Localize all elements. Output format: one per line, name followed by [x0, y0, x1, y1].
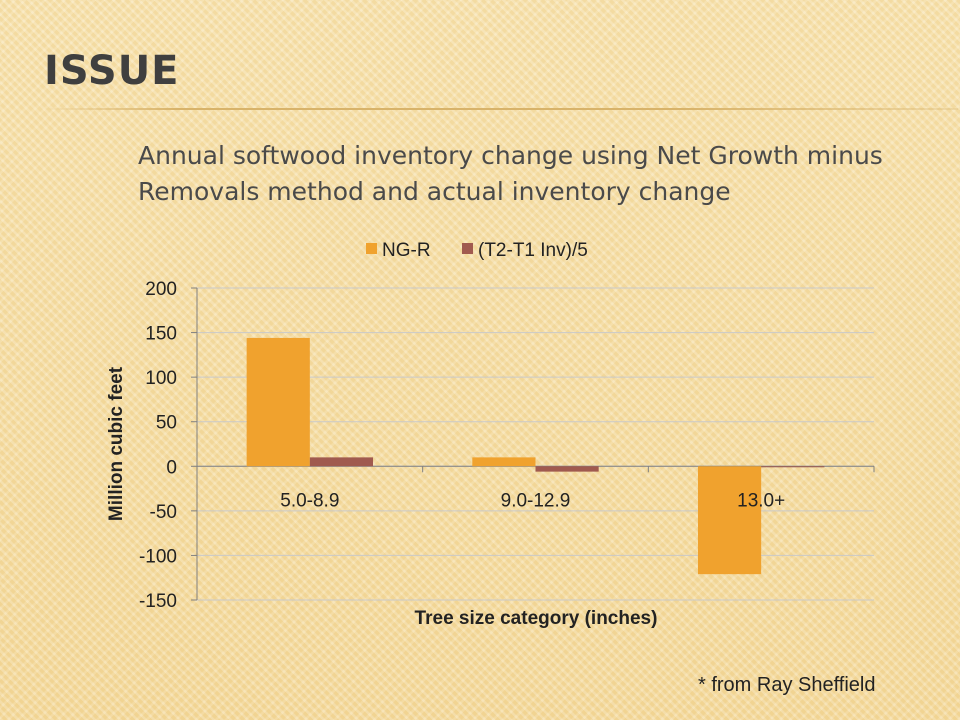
y-tick-label: 50 — [156, 413, 177, 434]
y-tick-label: 150 — [145, 324, 177, 345]
y-tick-label: 200 — [145, 279, 177, 300]
y-tick-label: -150 — [139, 591, 177, 612]
y-tick-label: -50 — [150, 502, 177, 523]
bar-ngr-0 — [246, 337, 310, 467]
y-tick-label: -100 — [139, 546, 177, 567]
legend: NG-R (T2-T1 Inv)/5 — [366, 240, 588, 261]
x-axis-title: Tree size category (inches) — [415, 608, 658, 629]
title-divider — [40, 108, 958, 110]
bar-inv-0 — [309, 457, 374, 467]
bar-inv-2 — [761, 466, 825, 468]
x-tick-label: 9.0-12.9 — [501, 490, 571, 511]
y-tick-label: 100 — [145, 368, 177, 389]
source-footnote: * from Ray Sheffield — [698, 674, 876, 696]
slide-subtitle: Annual softwood inventory change using N… — [138, 141, 883, 206]
y-tick-label: 0 — [166, 457, 177, 478]
legend-label-1: (T2-T1 Inv)/5 — [478, 240, 588, 261]
y-axis-title: Million cubic feet — [106, 366, 127, 521]
slide-title: ISSUE — [44, 48, 180, 94]
legend-label-0: NG-R — [382, 240, 431, 261]
x-tick-label: 5.0-8.9 — [280, 490, 339, 511]
legend-swatch-1 — [462, 243, 473, 254]
x-tick-label: 13.0+ — [737, 490, 785, 511]
bar-inv-1 — [535, 466, 599, 472]
tick-labels: 200 150 100 50 0 -50 -100 -150 5.0-8.9 9.0-12.9 13… — [139, 279, 785, 612]
legend-swatch-0 — [366, 243, 377, 254]
bar-ngr-2 — [697, 466, 762, 575]
bar-ngr-1 — [472, 457, 536, 467]
bars — [246, 337, 825, 575]
